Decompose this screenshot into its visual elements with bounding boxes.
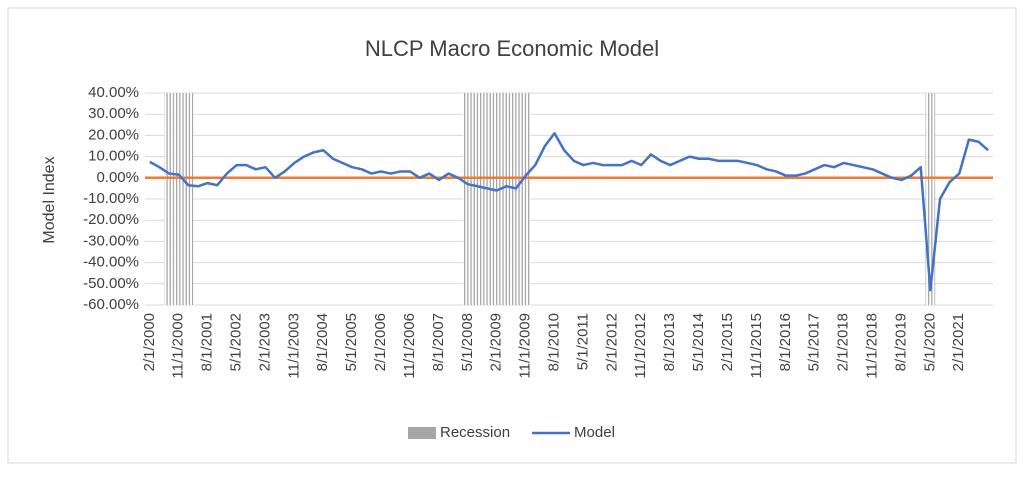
- x-tick-label: 11/1/2003: [285, 313, 302, 379]
- recession-bar: [491, 93, 502, 305]
- recession-bar: [463, 93, 473, 305]
- x-tick-label: 11/1/2009: [517, 313, 534, 379]
- recession-bar: [511, 93, 521, 305]
- recession-bar: [173, 93, 184, 305]
- recession-bar: [164, 93, 174, 305]
- x-tick-label: 11/1/2018: [864, 313, 881, 379]
- y-tick-label: -40.00%: [83, 254, 139, 271]
- recession-bar: [482, 93, 492, 305]
- recession-bar: [183, 93, 194, 305]
- y-tick-label: -60.00%: [83, 296, 139, 313]
- x-tick-label: 5/1/2002: [228, 313, 245, 371]
- y-tick-label: 30.00%: [88, 105, 139, 122]
- x-tick-label: 8/1/2004: [314, 313, 331, 371]
- chart-title: NLCP Macro Economic Model: [365, 36, 659, 61]
- x-tick-label: 2/1/2021: [950, 313, 967, 371]
- y-tick-label: 40.00%: [88, 84, 139, 101]
- recession-bar: [472, 93, 483, 305]
- y-tick-label: 20.00%: [88, 126, 139, 143]
- x-tick-label: 5/1/2014: [690, 313, 707, 371]
- x-tick-label: 11/1/2012: [632, 313, 649, 379]
- x-tick-label: 2/1/2006: [372, 313, 389, 371]
- y-tick-label: -20.00%: [83, 211, 139, 228]
- x-tick-label: 2/1/2012: [603, 313, 620, 371]
- x-tick-label: 2/1/2015: [719, 313, 736, 371]
- y-tick-label: -10.00%: [83, 190, 139, 207]
- legend-swatch: [408, 427, 436, 439]
- y-tick-label: -30.00%: [83, 232, 139, 249]
- y-tick-label: 0.00%: [96, 169, 139, 186]
- x-tick-label: 5/1/2008: [459, 313, 476, 371]
- y-tick-label: -50.00%: [83, 275, 139, 292]
- legend-label: Recession: [440, 424, 510, 441]
- x-tick-label: 2/1/2000: [141, 313, 158, 371]
- recession-bar: [925, 93, 936, 305]
- recession-bar: [501, 93, 512, 305]
- x-tick-label: 2/1/2009: [488, 313, 505, 371]
- x-tick-label: 8/1/2007: [430, 313, 447, 371]
- x-tick-label: 8/1/2010: [546, 313, 563, 371]
- x-tick-label: 8/1/2019: [892, 313, 909, 371]
- recession-bar: [520, 93, 531, 305]
- x-tick-label: 11/1/2000: [170, 313, 187, 379]
- x-tick-label: 5/1/2020: [921, 313, 938, 371]
- x-tick-label: 8/1/2013: [661, 313, 678, 371]
- y-tick-label: 10.00%: [88, 148, 139, 165]
- legend-label: Model: [574, 424, 615, 441]
- x-tick-label: 11/1/2006: [401, 313, 418, 379]
- x-tick-label: 5/1/2017: [806, 313, 823, 371]
- x-tick-label: 5/1/2011: [574, 313, 591, 370]
- x-tick-label: 2/1/2003: [256, 313, 273, 371]
- model-line: [149, 132, 990, 292]
- x-tick-label: 8/1/2001: [199, 313, 216, 371]
- x-tick-label: 11/1/2015: [748, 313, 765, 379]
- x-tick-label: 2/1/2018: [835, 313, 852, 371]
- x-tick-label: 8/1/2016: [777, 313, 794, 371]
- y-axis-title: Model Index: [41, 156, 58, 243]
- x-tick-label: 5/1/2005: [343, 313, 360, 371]
